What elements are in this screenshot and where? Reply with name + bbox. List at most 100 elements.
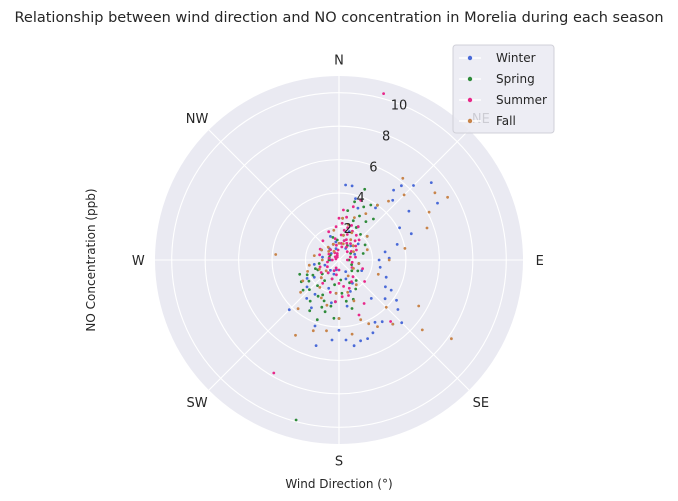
direction-label-se: SE	[473, 396, 489, 411]
direction-label-e: E	[536, 254, 544, 269]
point-fall-22	[337, 317, 341, 320]
point-summer-36	[340, 245, 344, 249]
legend-label-spring: Spring	[496, 72, 535, 86]
point-summer-4	[350, 224, 353, 227]
point-winter-53	[349, 290, 352, 293]
angular-grid-line-5	[208, 259, 340, 391]
point-winter-58	[312, 275, 316, 279]
point-summer-49	[361, 267, 364, 270]
point-summer-9	[357, 238, 361, 242]
data-points	[272, 92, 453, 422]
point-fall-28	[301, 279, 305, 283]
point-fall-48	[317, 267, 321, 271]
legend: Winter Spring Summer Fall	[452, 44, 555, 134]
point-winter-33	[305, 297, 309, 300]
direction-label-nw: NW	[186, 112, 209, 127]
point-fall-38	[342, 233, 345, 237]
point-spring-1	[351, 219, 355, 223]
point-fall-23	[325, 329, 328, 333]
point-fall-7	[433, 191, 437, 195]
point-spring-19	[340, 291, 344, 295]
point-spring-42	[346, 209, 350, 213]
point-winter-35	[305, 285, 309, 289]
point-winter-54	[345, 304, 349, 308]
x-axis-label: Wind Direction (°)	[285, 477, 392, 491]
point-summer-33	[346, 226, 350, 230]
point-spring-59	[350, 263, 353, 266]
point-summer-78	[334, 257, 338, 261]
point-summer-34	[345, 238, 348, 242]
point-winter-75	[329, 268, 332, 272]
legend-label-summer: Summer	[496, 93, 547, 107]
point-summer-28	[333, 237, 337, 241]
point-winter-46	[344, 183, 347, 187]
point-winter-61	[334, 247, 338, 251]
point-summer-26	[329, 248, 332, 252]
point-summer-13	[350, 260, 354, 264]
point-spring-48	[315, 318, 319, 322]
point-fall-62	[365, 234, 369, 238]
point-fall-40	[351, 244, 355, 248]
point-fall-18	[376, 325, 379, 328]
radial-tick-label-3: 8	[382, 129, 390, 144]
legend-marker-winter	[467, 55, 473, 61]
point-summer-72	[336, 248, 340, 252]
point-winter-8	[436, 201, 439, 205]
point-winter-0	[356, 206, 360, 210]
point-spring-18	[344, 299, 348, 303]
point-summer-54	[321, 239, 325, 243]
point-summer-15	[351, 275, 355, 279]
point-fall-32	[312, 254, 316, 257]
radial-tick-label-2: 6	[369, 160, 377, 175]
point-summer-68	[346, 258, 349, 262]
point-spring-57	[354, 279, 358, 282]
point-spring-49	[323, 279, 326, 282]
point-spring-12	[361, 252, 365, 255]
point-winter-44	[327, 286, 331, 290]
point-summer-32	[345, 215, 348, 219]
direction-label-sw: SW	[187, 396, 208, 411]
point-winter-1	[374, 206, 377, 210]
point-spring-11	[363, 243, 367, 247]
point-summer-18	[342, 285, 345, 288]
point-spring-14	[356, 269, 360, 273]
point-summer-47	[347, 294, 350, 297]
point-summer-77	[333, 255, 337, 259]
point-winter-47	[350, 184, 354, 188]
point-winter-57	[313, 292, 317, 296]
point-spring-40	[331, 236, 335, 239]
point-spring-24	[321, 293, 325, 297]
point-summer-40	[330, 258, 334, 262]
point-summer-58	[319, 271, 323, 274]
point-fall-34	[326, 245, 330, 249]
legend-marker-spring	[467, 76, 473, 82]
point-summer-8	[353, 239, 357, 243]
point-fall-3	[376, 203, 379, 207]
point-spring-65	[335, 238, 339, 242]
point-fall-26	[296, 307, 300, 311]
angular-grid-line-3	[338, 259, 470, 391]
point-fall-9	[427, 210, 431, 214]
point-winter-11	[395, 243, 399, 246]
point-fall-35	[331, 242, 335, 246]
point-fall-2	[364, 212, 368, 216]
legend-marker-fall	[467, 118, 473, 124]
point-fall-25	[294, 333, 297, 337]
point-spring-23	[322, 299, 326, 303]
point-spring-26	[308, 299, 312, 303]
point-summer-29	[334, 225, 338, 229]
point-spring-7	[369, 203, 373, 207]
point-summer-56	[318, 253, 321, 257]
point-spring-9	[359, 233, 362, 236]
point-summer-22	[326, 265, 329, 269]
point-summer-73	[335, 243, 338, 247]
point-winter-36	[305, 277, 309, 280]
point-spring-43	[353, 200, 356, 204]
point-winter-71	[332, 272, 336, 276]
point-summer-48	[363, 280, 366, 283]
point-spring-27	[316, 284, 319, 287]
point-spring-44	[363, 187, 367, 191]
point-winter-2	[392, 188, 395, 192]
point-spring-54	[333, 283, 336, 287]
point-winter-13	[377, 258, 381, 262]
